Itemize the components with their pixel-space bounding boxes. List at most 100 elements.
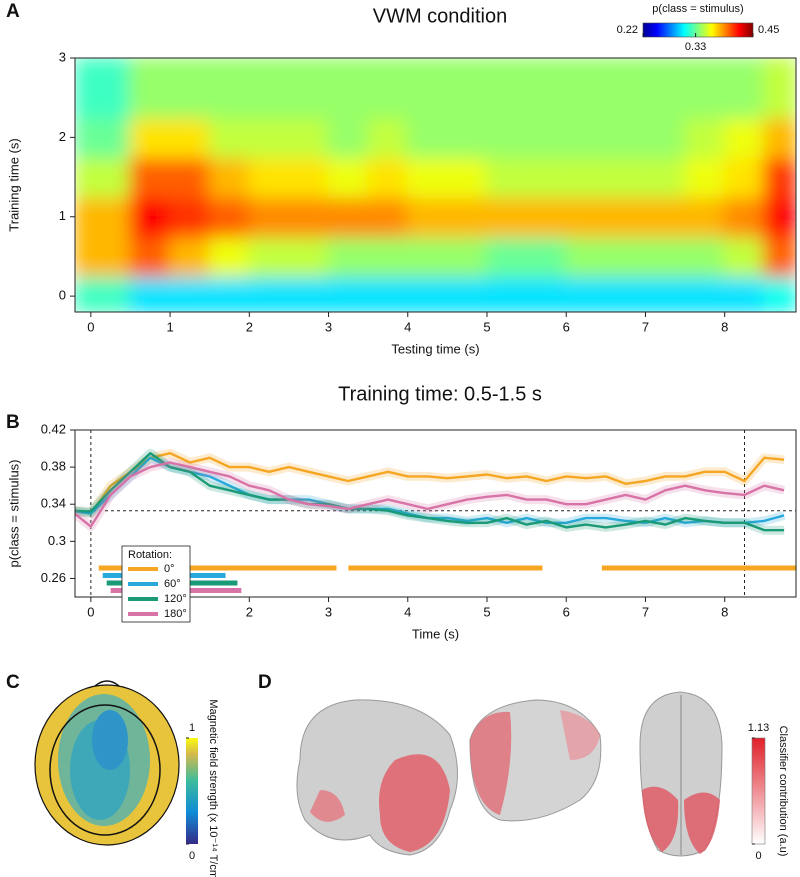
- colorbar-tick-label: 1.13: [748, 722, 769, 734]
- heatmap-cell: [208, 58, 251, 119]
- heatmap-cell: [604, 235, 647, 278]
- heatmap-cell: [525, 156, 568, 198]
- heatmap-cell: [486, 58, 528, 119]
- legend-label: 0°: [164, 563, 175, 575]
- x-tick-label: 0: [87, 604, 94, 619]
- x-tick-label: 3: [325, 604, 332, 619]
- heatmap-cell: [248, 195, 290, 238]
- heatmap-cell: [169, 156, 211, 198]
- legend-label: 60°: [164, 578, 181, 590]
- heatmap-cell: [525, 195, 568, 238]
- heatmap-cell: [367, 58, 409, 119]
- x-tick-label: 8: [721, 604, 728, 619]
- panel-letter: D: [258, 672, 272, 693]
- heatmap-cell: [129, 156, 172, 198]
- y-tick-label: 3: [59, 49, 66, 64]
- x-tick-label: 8: [721, 319, 728, 334]
- y-axis-label: p(class = stimulus): [6, 460, 21, 568]
- chart-title: Training time: 0.5-1.5 s: [338, 383, 542, 405]
- panel-letter: C: [6, 672, 20, 693]
- panel-letter: B: [6, 412, 20, 433]
- heatmap-cell: [248, 156, 290, 198]
- heatmap-cell: [208, 195, 251, 238]
- heatmap-cell: [723, 58, 766, 119]
- heatmap-cell: [367, 275, 409, 312]
- colorbar-label: p(class = stimulus): [652, 3, 743, 15]
- heatmap-cell: [406, 195, 449, 238]
- heatmap-cell: [406, 156, 449, 198]
- colorbar-tick-label: 0.22: [617, 24, 638, 36]
- y-tick-label: 0.3: [48, 533, 66, 548]
- y-tick-label: 0.26: [41, 570, 66, 585]
- x-tick-label: 3: [325, 319, 332, 334]
- colorbar-label: Classifier contribution (a.u): [777, 726, 789, 857]
- heatmap-cell: [367, 235, 409, 278]
- heatmap-cell: [684, 58, 726, 119]
- heatmap-cell: [169, 235, 211, 278]
- heatmap-cell: [75, 275, 132, 312]
- colorbar-tick-label: 1: [189, 722, 195, 734]
- heatmap-cell: [604, 58, 647, 119]
- heatmap-cell: [327, 275, 370, 312]
- series-line: [75, 461, 785, 528]
- heatmap-cell: [525, 275, 568, 312]
- colorbar: [642, 22, 754, 38]
- heatmap-cell: [327, 58, 370, 119]
- y-tick-label: 0.38: [41, 459, 66, 474]
- plot-frame: [74, 429, 797, 598]
- colorbar-tick-label: 0.45: [758, 24, 779, 36]
- heatmap-cell: [287, 58, 330, 119]
- heatmap-cell: [75, 156, 132, 198]
- heatmap-cells: [75, 58, 796, 312]
- heatmap-cell: [287, 116, 330, 159]
- heatmap-cell: [129, 275, 172, 312]
- heatmap-cell: [287, 156, 330, 198]
- heatmap-cell: [486, 235, 528, 278]
- colorbar-tick-label: 0: [189, 850, 195, 862]
- heatmap-cell: [367, 116, 409, 159]
- heatmap-cell: [684, 275, 726, 312]
- heatmap-cell: [75, 195, 132, 238]
- heatmap-cell: [565, 195, 607, 238]
- series-line: [75, 452, 785, 515]
- heatmap-cell: [763, 58, 796, 119]
- x-tick-label: 1: [166, 319, 173, 334]
- heatmap-cell: [208, 235, 251, 278]
- heatmap-cell: [604, 116, 647, 159]
- heatmap-cell: [684, 235, 726, 278]
- heatmap-cell: [287, 235, 330, 278]
- heatmap-cell: [367, 156, 409, 198]
- heatmap-cell: [129, 195, 172, 238]
- topomap: [34, 680, 198, 846]
- heatmap-cell: [406, 275, 449, 312]
- x-tick-label: 2: [246, 319, 253, 334]
- heatmap-cell: [565, 235, 607, 278]
- heatmap-cell: [565, 275, 607, 312]
- heatmap-cell: [446, 195, 488, 238]
- heatmap-cell: [644, 116, 687, 159]
- heatmap-cell: [723, 116, 766, 159]
- heatmap-cell: [565, 116, 607, 159]
- heatmap-cell: [129, 58, 172, 119]
- heatmap-cell: [248, 116, 290, 159]
- heatmap-cell: [75, 235, 132, 278]
- plot-frame: [74, 57, 797, 313]
- heatmap-cell: [75, 58, 132, 119]
- colorbar-label: Magnetic field strength (x 10⁻¹⁴ T/cm): [207, 699, 219, 877]
- heatmap-cell: [525, 116, 568, 159]
- x-tick-label: 6: [563, 319, 570, 334]
- heatmap-cell: [208, 156, 251, 198]
- legend-title: Rotation:: [128, 549, 172, 561]
- heatmap-cell: [486, 116, 528, 159]
- heatmap-cell: [169, 195, 211, 238]
- heatmap-cell: [525, 58, 568, 119]
- heatmap-cell: [327, 156, 370, 198]
- heatmap-cell: [287, 195, 330, 238]
- heatmap-cell: [446, 116, 488, 159]
- x-tick-label: 5: [483, 604, 490, 619]
- heatmap-cell: [446, 235, 488, 278]
- series-line: [75, 452, 785, 532]
- x-tick-label: 7: [642, 319, 649, 334]
- colorbar-tick-label: 0: [755, 850, 761, 862]
